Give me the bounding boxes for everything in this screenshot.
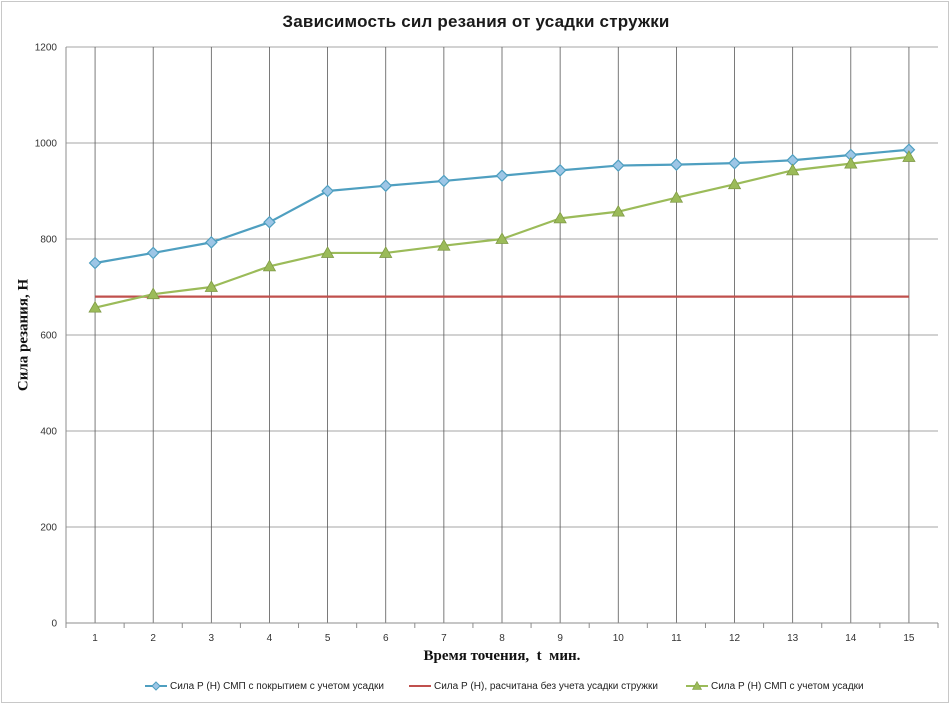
series-3-point bbox=[379, 246, 393, 258]
series-1-point bbox=[728, 156, 741, 170]
y-tick-label: 0 bbox=[51, 619, 57, 630]
series-3-point bbox=[262, 259, 277, 272]
series-1-point bbox=[263, 215, 276, 229]
x-tick-label: 6 bbox=[383, 633, 389, 644]
y-tick-label: 200 bbox=[40, 523, 57, 534]
series-3-point bbox=[88, 300, 102, 313]
series-3-point bbox=[785, 163, 800, 176]
chart-legend: Сила Р (Н) СМП с покрытием с учетом усад… bbox=[0, 680, 952, 696]
series-1-point bbox=[611, 159, 625, 172]
series-1-point bbox=[437, 174, 451, 188]
series-3-point bbox=[669, 190, 684, 203]
series-1-point bbox=[146, 246, 160, 260]
series-3-point bbox=[727, 177, 742, 190]
legend-label: Сила Р (Н) СМП с покрытием с учетом усад… bbox=[170, 680, 384, 692]
series-1-point bbox=[670, 158, 683, 171]
legend-swatch bbox=[409, 685, 431, 687]
x-tick-label: 14 bbox=[845, 633, 857, 644]
series-1-point bbox=[88, 256, 102, 270]
y-tick-label: 400 bbox=[40, 427, 57, 438]
series-3-point bbox=[437, 238, 451, 251]
x-tick-label: 4 bbox=[267, 633, 273, 644]
x-tick-label: 9 bbox=[557, 633, 563, 644]
series-1-point bbox=[553, 164, 567, 177]
legend-swatch bbox=[686, 680, 708, 690]
chart-title: Зависимость сил резания от усадки стружк… bbox=[282, 12, 670, 31]
series-3-point bbox=[204, 280, 219, 292]
x-tick-label: 7 bbox=[441, 633, 447, 644]
x-tick-label: 15 bbox=[903, 633, 915, 644]
legend-item-1: Сила Р (Н) СМП с покрытием с учетом усад… bbox=[145, 680, 384, 692]
legend-swatch bbox=[145, 681, 167, 691]
series-1-point bbox=[379, 179, 393, 193]
y-tick-label: 1200 bbox=[35, 43, 58, 54]
x-tick-label: 8 bbox=[499, 633, 505, 644]
legend-item-2: Сила Р (Н), расчитана без учета усадки с… bbox=[409, 680, 658, 692]
series-3-point bbox=[495, 232, 509, 244]
x-axis-label: Время точения, t мин. bbox=[423, 648, 581, 664]
series-3-point bbox=[320, 246, 335, 258]
x-tick-label: 5 bbox=[325, 633, 331, 644]
legend-label: Сила Р (Н) СМП с учетом усадки bbox=[711, 680, 864, 692]
series-1-point bbox=[495, 169, 509, 182]
series-3-point bbox=[146, 287, 160, 300]
legend-label: Сила Р (Н), расчитана без учета усадки с… bbox=[434, 680, 658, 692]
y-tick-label: 800 bbox=[40, 235, 57, 246]
x-tick-label: 2 bbox=[150, 633, 156, 644]
x-tick-label: 13 bbox=[787, 633, 799, 644]
x-tick-label: 11 bbox=[671, 633, 682, 644]
x-tick-label: 1 bbox=[92, 633, 98, 644]
x-tick-label: 10 bbox=[613, 633, 625, 644]
x-tick-label: 3 bbox=[209, 633, 215, 644]
series-3-point bbox=[553, 211, 567, 224]
series-3-point bbox=[902, 150, 916, 162]
y-tick-label: 600 bbox=[40, 331, 57, 342]
x-tick-label: 12 bbox=[729, 633, 741, 644]
y-tick-label: 1000 bbox=[35, 139, 58, 150]
series-1-point bbox=[321, 184, 334, 198]
series-3-point bbox=[611, 204, 625, 217]
series-3-point bbox=[844, 156, 858, 169]
legend-item-3: Сила Р (Н) СМП с учетом усадки bbox=[686, 680, 864, 692]
series-1-point bbox=[204, 236, 218, 249]
